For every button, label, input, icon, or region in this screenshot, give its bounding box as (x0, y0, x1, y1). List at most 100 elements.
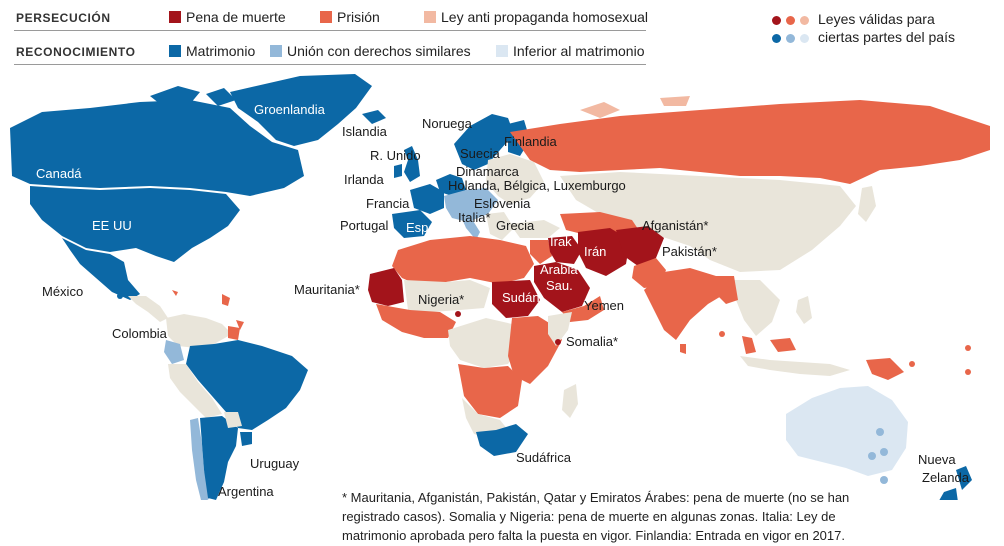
region-chile (190, 418, 210, 500)
partial-laws-line2: ciertas partes del país (818, 29, 955, 45)
region-mexico (62, 238, 140, 300)
region-southeast-asia (730, 280, 780, 336)
label-portugal: Portugal (340, 218, 389, 233)
region-canada-islands (150, 86, 236, 106)
label-italia: Italia* (458, 210, 491, 225)
region-japan (858, 186, 876, 222)
region-brazil (186, 340, 308, 430)
label-espana: España (406, 220, 451, 235)
region-uk (404, 146, 420, 182)
label-pakistan: Pakistán* (662, 244, 717, 259)
region-balkans-greece (486, 212, 514, 240)
region-italy (460, 214, 480, 240)
swatch-union (270, 45, 282, 57)
region-korea (840, 198, 850, 216)
label-eslovenia: Eslovenia (474, 196, 531, 211)
label-irak: Irak (550, 234, 572, 249)
label-dinamarca: Dinamarca (456, 164, 520, 179)
label-eeuu: EE UU (92, 218, 132, 233)
region-malaysia (742, 336, 796, 354)
footnote: * Mauritania, Afganistán, Pakistán, Qata… (342, 490, 850, 543)
region-horn (548, 312, 572, 346)
region-iberia (392, 210, 432, 238)
swatch-inferior (496, 45, 508, 57)
swatch-propaganda (424, 11, 436, 23)
region-southern-africa-prison (458, 364, 522, 418)
region-sudan (492, 280, 540, 318)
label-sau: Sau. (546, 278, 573, 293)
dot-mexico-union (117, 293, 123, 299)
region-greenland (230, 74, 372, 146)
region-iceland (362, 110, 386, 124)
region-yemen-oman (562, 296, 604, 322)
region-canada (10, 100, 304, 196)
dot-pacific-prison-4 (909, 361, 915, 367)
swatch-marriage (169, 45, 181, 57)
region-russia (510, 100, 990, 184)
region-central-europe (444, 188, 498, 222)
swatch-prison (320, 11, 332, 23)
partial-dot-union (786, 34, 795, 43)
label-francia: Francia (366, 196, 410, 211)
legend-label-propaganda: Ley anti propaganda homosexual (441, 9, 649, 25)
region-iran (578, 228, 630, 276)
partial-laws-line1: Leyes válidas para (818, 11, 935, 27)
label-sudan: Sudán (502, 290, 540, 305)
region-iraq (548, 236, 582, 264)
region-new-zealand (939, 466, 972, 500)
legend-recognition-row: RECONOCIMIENTO Matrimonio Unión con dere… (14, 40, 646, 65)
region-philippines (796, 296, 812, 324)
region-russia-arctic-islands (580, 96, 690, 118)
region-south-africa (476, 424, 528, 456)
dot-australia-union-4 (880, 476, 888, 484)
label-islandia: Islandia (342, 124, 388, 139)
region-colombia-union (164, 340, 184, 364)
dot-pacific-prison-2 (965, 369, 971, 375)
dot-somalia-death (555, 339, 561, 345)
label-mauritania: Mauritania* (294, 282, 360, 297)
partial-laws-text: Leyes válidas para ciertas partes del pa… (818, 10, 998, 46)
dot-australia-union-1 (876, 428, 884, 436)
region-paraguay (224, 412, 242, 428)
legend-persecution-row: PERSECUCIÓN Pena de muerte Prisión Ley a… (14, 6, 649, 31)
region-ireland (394, 164, 402, 178)
region-guyana (228, 326, 240, 340)
label-sudafrica: Sudáfrica (516, 450, 572, 465)
legend-label-marriage: Matrimonio (186, 43, 256, 59)
label-somalia: Somalia* (566, 334, 618, 349)
label-groenlandia: Groenlandia (254, 102, 326, 117)
region-argentina (200, 416, 238, 500)
dot-pacific-prison-3 (719, 331, 725, 337)
label-r-unido: R. Unido (370, 148, 421, 163)
label-iran: Irán (584, 244, 606, 259)
legend-label-union: Unión con derechos similares (287, 43, 471, 59)
legend-persecution-title: PERSECUCIÓN (16, 11, 111, 25)
region-mauritania (368, 268, 404, 306)
legend-label-inferior: Inferior al matrimonio (513, 43, 645, 59)
region-central-america (128, 296, 168, 322)
label-yemen: Yemen (584, 298, 624, 313)
label-uruguay: Uruguay (250, 456, 300, 471)
region-madagascar (562, 384, 578, 418)
label-zelanda: Zelanda (922, 470, 970, 485)
partial-dot-propaganda (800, 16, 809, 25)
region-myanmar-bangladesh (714, 276, 738, 304)
region-colombia-venezuela (166, 314, 232, 348)
region-central-africa (448, 318, 522, 368)
label-benelux: Holanda, Bélgica, Luxemburgo (448, 178, 626, 193)
region-papua (866, 358, 904, 380)
label-mexico: México (42, 284, 83, 299)
region-india (644, 268, 728, 340)
partial-dot-prison (786, 16, 795, 25)
dot-nigeria-death (455, 311, 461, 317)
region-indonesia (740, 356, 850, 376)
region-eastern-europe (486, 154, 544, 204)
region-france (410, 184, 444, 214)
region-sahel (404, 280, 490, 312)
region-west-africa (376, 304, 456, 338)
region-north-africa-prison (392, 236, 534, 286)
label-canada: Canadá (36, 166, 82, 181)
legend-label-prison: Prisión (337, 9, 380, 25)
partial-dot-marriage (772, 34, 781, 43)
label-colombia: Colombia (112, 326, 168, 341)
